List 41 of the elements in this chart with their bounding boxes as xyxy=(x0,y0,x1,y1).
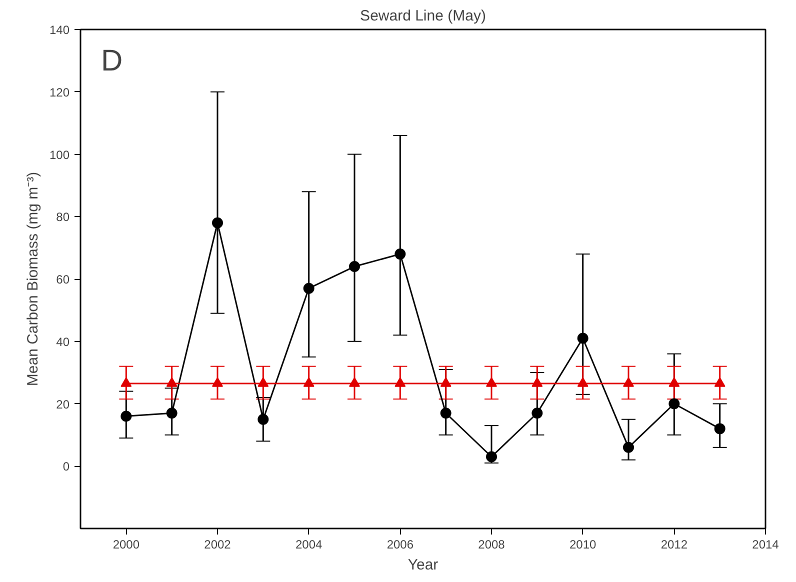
y-tick-label: 100 xyxy=(49,148,70,162)
point xyxy=(394,377,406,387)
x-tick-label: 2000 xyxy=(112,538,140,552)
y-tick-label: 40 xyxy=(56,334,70,349)
point xyxy=(258,377,269,387)
point xyxy=(440,377,452,387)
point xyxy=(303,377,314,387)
x-tick-label: 2008 xyxy=(478,538,506,552)
annotation: D xyxy=(101,44,123,78)
point xyxy=(486,377,497,387)
point xyxy=(714,377,726,387)
point xyxy=(212,377,223,387)
y-tick-label: 60 xyxy=(56,272,70,286)
y-tick-label: 0 xyxy=(62,460,70,474)
point xyxy=(623,377,634,387)
x-tick-label: 2012 xyxy=(660,538,688,552)
y-tick-label: 80 xyxy=(56,210,70,224)
point xyxy=(668,398,680,410)
point xyxy=(120,377,132,387)
point xyxy=(212,217,223,228)
point xyxy=(668,377,680,387)
point xyxy=(394,248,406,260)
y-axis-title: Mean Carbon Biomass (mg m⁻³) xyxy=(24,172,42,386)
point xyxy=(532,377,543,387)
x-tick-label: 2006 xyxy=(386,538,414,552)
y-tick-label: 120 xyxy=(49,85,70,100)
x-tick-label: 2014 xyxy=(752,538,780,552)
point xyxy=(166,377,178,387)
point xyxy=(258,414,269,425)
point xyxy=(349,261,360,272)
point xyxy=(303,282,314,294)
point xyxy=(349,377,360,387)
point xyxy=(577,332,588,344)
y-tick-label: 20 xyxy=(56,397,70,412)
x-tick-label: 2010 xyxy=(569,538,597,552)
chart-title: Seward Line (May) xyxy=(360,8,486,24)
x-tick-label: 2002 xyxy=(204,538,232,552)
point xyxy=(577,377,588,387)
x-axis-title: Year xyxy=(408,556,438,574)
x-tick-label: 2004 xyxy=(295,538,323,552)
y-tick-label: 140 xyxy=(49,23,70,37)
